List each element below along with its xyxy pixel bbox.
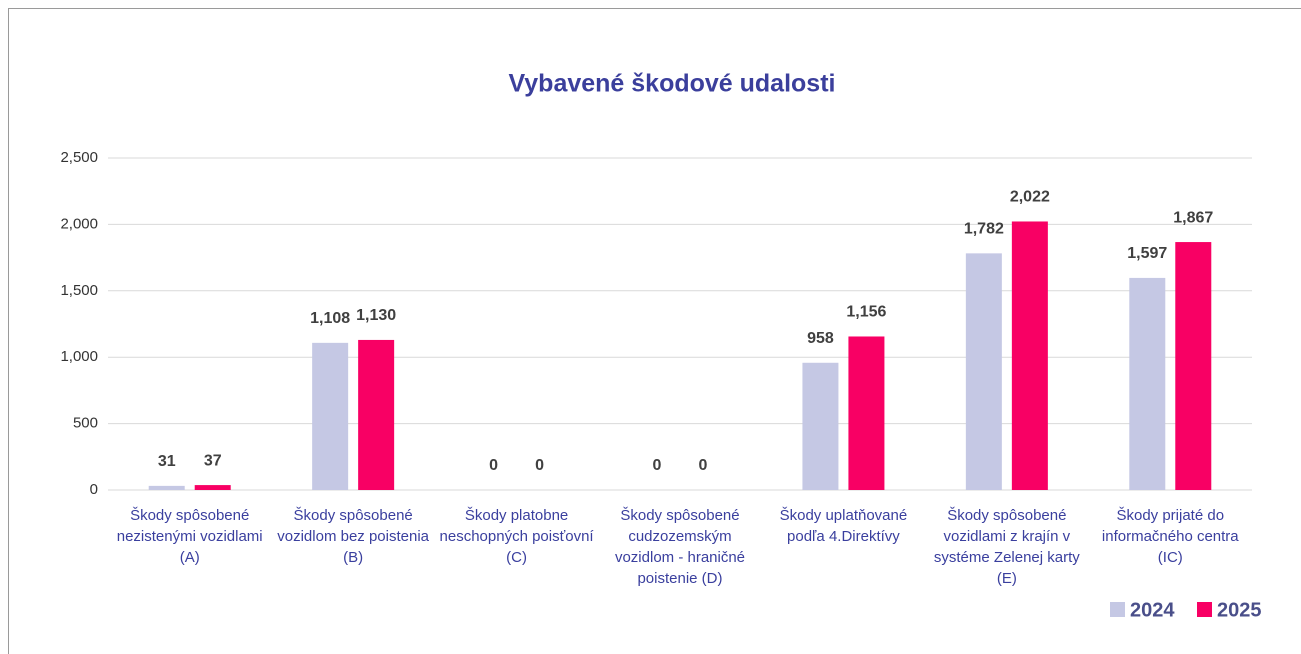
bar (1129, 277, 1166, 490)
bar (148, 485, 185, 490)
y-tick-label: 0 (90, 481, 98, 498)
x-tick-label: Škody uplatňované podľa 4.Direktívy (779, 507, 908, 545)
data-label: 2,022 (1010, 189, 1050, 206)
data-label: 37 (204, 452, 222, 469)
legend-label: 2025 (1217, 599, 1262, 621)
data-label: 1,156 (846, 304, 886, 321)
chart-title: Vybavené škodové udalosti (509, 70, 836, 98)
data-label: 1,867 (1173, 209, 1213, 226)
data-label: 1,597 (1127, 245, 1167, 262)
data-label: 0 (489, 457, 498, 474)
data-label: 1,782 (964, 221, 1004, 238)
y-tick-label: 1,500 (60, 282, 98, 299)
x-tick-label: Škody prijaté do informačného centra (IC… (1101, 507, 1239, 566)
x-tick-label: Škody spôsobené nezistenými vozidlami (A… (116, 507, 263, 566)
data-label: 1,130 (356, 307, 396, 324)
data-label: 958 (807, 330, 834, 347)
x-tick-label: Škody spôsobené vozidlami z krajín v sys… (933, 507, 1080, 587)
x-tick-label: Škody platobne neschopných poisťovní (C) (439, 507, 594, 566)
y-tick-label: 1,000 (60, 348, 98, 365)
bar (312, 342, 349, 490)
bar (802, 362, 839, 490)
frame (8, 8, 1301, 654)
y-tick-label: 2,500 (60, 149, 98, 166)
y-tick-label: 2,000 (60, 215, 98, 232)
data-label: 1,108 (310, 310, 350, 327)
legend-swatch (1110, 602, 1125, 617)
bar (965, 253, 1002, 490)
data-label: 0 (535, 457, 544, 474)
y-tick-label: 500 (73, 415, 98, 432)
bar (848, 336, 885, 490)
bar (194, 485, 231, 490)
data-label: 0 (699, 457, 708, 474)
legend-swatch (1197, 602, 1212, 617)
bar (1175, 242, 1212, 490)
data-label: 0 (653, 457, 662, 474)
legend-label: 2024 (1130, 599, 1175, 621)
x-tick-label: Škody spôsobené vozidlom bez poistenia (… (277, 507, 430, 566)
bar (1011, 221, 1048, 490)
x-tick-label: Škody spôsobené cudzozemským vozidlom - … (614, 507, 746, 587)
bar (358, 339, 395, 490)
data-label: 31 (158, 453, 176, 470)
